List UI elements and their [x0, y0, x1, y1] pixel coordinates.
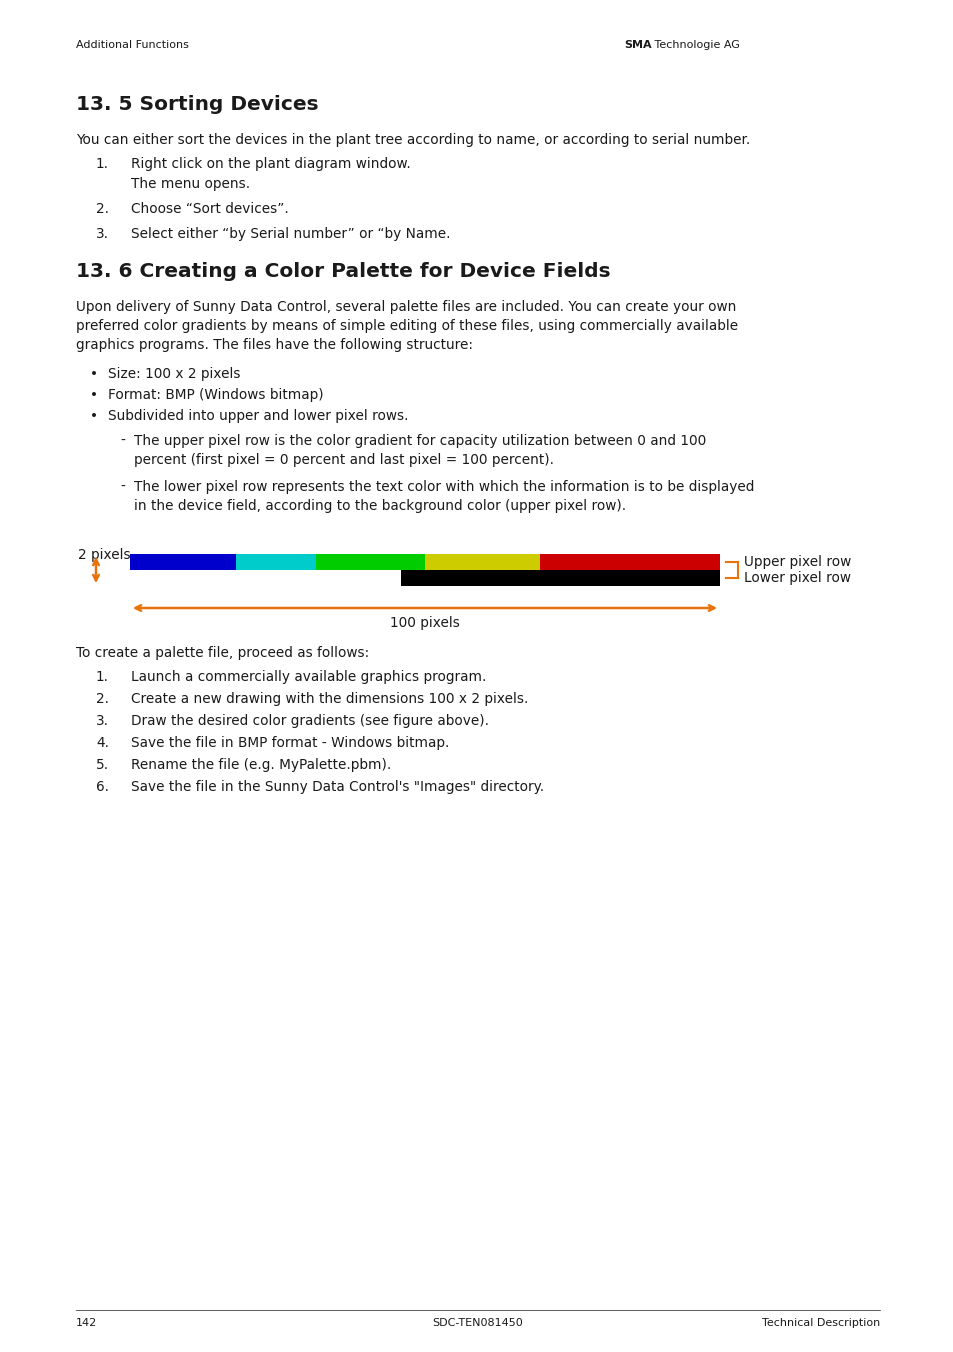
Text: Choose “Sort devices”.: Choose “Sort devices”.: [131, 201, 289, 216]
Text: 6.: 6.: [96, 780, 109, 794]
Text: 13. 5 Sorting Devices: 13. 5 Sorting Devices: [76, 95, 318, 114]
Bar: [539, 554, 720, 571]
Text: 2.: 2.: [96, 201, 109, 216]
Bar: [236, 554, 315, 571]
Text: 1.: 1.: [96, 671, 109, 684]
Text: The upper pixel row is the color gradient for capacity utilization between 0 and: The upper pixel row is the color gradien…: [133, 434, 705, 448]
Bar: [401, 571, 720, 585]
Text: Save the file in BMP format - Windows bitmap.: Save the file in BMP format - Windows bi…: [131, 735, 449, 750]
Text: Format: BMP (Windows bitmap): Format: BMP (Windows bitmap): [108, 388, 323, 402]
Text: SMA: SMA: [623, 41, 651, 50]
Text: 3.: 3.: [96, 714, 109, 727]
Text: 4.: 4.: [96, 735, 109, 750]
Text: 5.: 5.: [96, 758, 109, 772]
Text: percent (first pixel = 0 percent and last pixel = 100 percent).: percent (first pixel = 0 percent and las…: [133, 453, 554, 466]
Text: Save the file in the Sunny Data Control's "Images" directory.: Save the file in the Sunny Data Control'…: [131, 780, 543, 794]
Text: Rename the file (e.g. MyPalette.pbm).: Rename the file (e.g. MyPalette.pbm).: [131, 758, 391, 772]
Text: 2 pixels: 2 pixels: [78, 548, 131, 562]
Bar: [130, 554, 236, 571]
Text: -: -: [120, 434, 125, 448]
Text: 3.: 3.: [96, 227, 109, 241]
Text: 142: 142: [76, 1318, 97, 1328]
Text: graphics programs. The files have the following structure:: graphics programs. The files have the fo…: [76, 338, 473, 352]
Text: The lower pixel row represents the text color with which the information is to b: The lower pixel row represents the text …: [133, 480, 754, 493]
Text: Technologie AG: Technologie AG: [650, 41, 740, 50]
Text: •: •: [90, 366, 98, 381]
Bar: [315, 554, 424, 571]
Text: •: •: [90, 388, 98, 402]
Text: in the device field, according to the background color (upper pixel row).: in the device field, according to the ba…: [133, 499, 625, 512]
Text: You can either sort the devices in the plant tree according to name, or accordin: You can either sort the devices in the p…: [76, 132, 749, 147]
Text: -: -: [120, 480, 125, 493]
Text: Launch a commercially available graphics program.: Launch a commercially available graphics…: [131, 671, 486, 684]
Text: Subdivided into upper and lower pixel rows.: Subdivided into upper and lower pixel ro…: [108, 410, 408, 423]
Text: 1.: 1.: [96, 157, 109, 170]
Text: Upon delivery of Sunny Data Control, several palette files are included. You can: Upon delivery of Sunny Data Control, sev…: [76, 300, 736, 314]
Text: Draw the desired color gradients (see figure above).: Draw the desired color gradients (see fi…: [131, 714, 489, 727]
Text: Size: 100 x 2 pixels: Size: 100 x 2 pixels: [108, 366, 240, 381]
Text: To create a palette file, proceed as follows:: To create a palette file, proceed as fol…: [76, 646, 369, 660]
Text: Additional Functions: Additional Functions: [76, 41, 189, 50]
Text: 13. 6 Creating a Color Palette for Device Fields: 13. 6 Creating a Color Palette for Devic…: [76, 262, 610, 281]
Text: •: •: [90, 410, 98, 423]
Text: Lower pixel row: Lower pixel row: [743, 571, 850, 585]
Text: Upper pixel row: Upper pixel row: [743, 556, 850, 569]
Text: The menu opens.: The menu opens.: [131, 177, 250, 191]
Text: Right click on the plant diagram window.: Right click on the plant diagram window.: [131, 157, 411, 170]
Bar: [424, 554, 539, 571]
Text: SDC-TEN081450: SDC-TEN081450: [432, 1318, 523, 1328]
Text: preferred color gradients by means of simple editing of these files, using comme: preferred color gradients by means of si…: [76, 319, 738, 333]
Text: Technical Description: Technical Description: [760, 1318, 879, 1328]
Text: Create a new drawing with the dimensions 100 x 2 pixels.: Create a new drawing with the dimensions…: [131, 692, 528, 706]
Text: 2.: 2.: [96, 692, 109, 706]
Text: 100 pixels: 100 pixels: [390, 617, 459, 630]
Text: Select either “by Serial number” or “by Name.: Select either “by Serial number” or “by …: [131, 227, 450, 241]
